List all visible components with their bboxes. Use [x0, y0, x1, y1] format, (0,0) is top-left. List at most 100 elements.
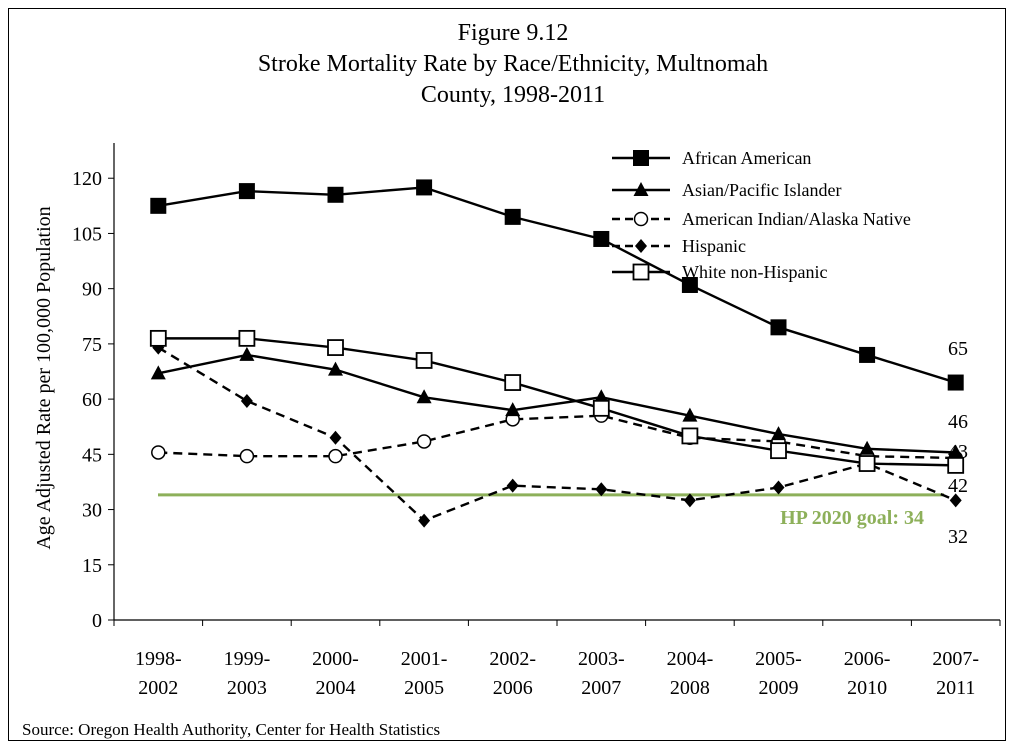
goal-label: HP 2020 goal: 34 — [780, 507, 924, 529]
x-tick-label: 2005 — [404, 677, 444, 699]
data-point — [505, 402, 521, 417]
series-lines — [149, 179, 965, 528]
series-line — [158, 186, 957, 384]
series-line — [157, 346, 957, 522]
series-line — [158, 414, 956, 460]
data-point — [595, 482, 608, 497]
data-point — [328, 361, 343, 376]
series-african-american — [150, 179, 964, 391]
data-point — [949, 493, 962, 508]
legend-label: American Indian/Alaska Native — [682, 209, 911, 229]
legend-marker — [635, 239, 647, 253]
chart-title: Figure 9.12 Stroke Mortality Rate by Rac… — [258, 20, 768, 108]
chart-title-line-2: Stroke Mortality Rate by Race/Ethnicity,… — [258, 51, 768, 77]
data-point — [506, 478, 519, 493]
data-point — [416, 389, 432, 404]
x-tick-label: 2010 — [847, 677, 887, 699]
data-point — [771, 426, 786, 441]
x-tick-label: 2002- — [489, 648, 536, 670]
series-asian-pacific-islander — [150, 346, 964, 459]
legend-item-american-indian-alaska-native: American Indian/Alaska Native — [612, 209, 911, 229]
data-point — [239, 346, 255, 361]
data-point — [415, 352, 433, 369]
end-value-label: 43 — [948, 441, 968, 463]
legend-label: Asian/Pacific Islander — [682, 180, 841, 200]
legend-item-african-american: African American — [612, 148, 811, 168]
data-point — [151, 445, 166, 460]
series-american-indian-alaska-native — [151, 408, 963, 466]
data-point — [947, 456, 965, 474]
data-point — [327, 186, 344, 203]
data-point — [681, 427, 699, 445]
x-tick-label: 2006 — [493, 677, 533, 699]
data-point — [416, 434, 432, 449]
end-labels: 65 46 43 32 42 — [948, 338, 968, 548]
y-tick-label: 75 — [82, 334, 102, 356]
data-point — [859, 346, 876, 363]
data-point — [418, 513, 431, 528]
legend-item-white-non-hispanic: White non-Hispanic — [612, 262, 827, 282]
y-tick-label: 45 — [82, 444, 102, 466]
data-point — [329, 430, 342, 445]
series-line — [158, 337, 956, 467]
x-tick-label: 2007 — [581, 677, 621, 699]
x-tick-label: 2000- — [312, 648, 359, 670]
y-tick-label: 105 — [72, 223, 102, 245]
x-tick-label: 2007- — [932, 648, 979, 670]
series-line — [158, 353, 956, 454]
data-point — [947, 374, 964, 391]
chart-title-line-1: Figure 9.12 — [458, 20, 569, 46]
data-point — [238, 183, 255, 200]
y-tick-label: 15 — [82, 555, 102, 577]
axes: 0 15 30 45 60 75 90 105 120 1998- 2002 1999- 2003 200… — [72, 143, 1001, 699]
source-note: Source: Oregon Health Authority, Center … — [22, 720, 440, 739]
legend-label: Hispanic — [682, 236, 746, 256]
data-point — [504, 374, 522, 391]
data-point — [416, 179, 433, 196]
legend-item-hispanic: Hispanic — [612, 236, 746, 256]
legend: African American Asian/Pacific Islander Am… — [612, 148, 911, 282]
data-point — [948, 444, 964, 459]
x-tick-label: 2004- — [667, 648, 714, 670]
data-point — [593, 389, 609, 404]
x-tick-label: 2004 — [316, 677, 356, 699]
data-point — [772, 480, 785, 495]
data-point — [240, 393, 253, 408]
series-white-non-hispanic — [149, 329, 965, 474]
y-tick-label: 90 — [82, 279, 102, 301]
x-tick-label: 2006- — [844, 648, 891, 670]
legend-marker — [632, 263, 650, 281]
chart-frame — [8, 8, 1006, 741]
x-tick-label: 2009 — [759, 677, 799, 699]
data-point — [858, 455, 876, 472]
goal-line-group: HP 2020 goal: 34 — [158, 493, 944, 529]
legend-marker — [633, 211, 649, 227]
end-value-label: 65 — [948, 338, 968, 360]
series-hispanic — [152, 340, 962, 528]
y-tick-label: 0 — [92, 610, 102, 632]
x-tick-label: 2002 — [138, 677, 178, 699]
x-tick-label: 2003 — [227, 677, 267, 699]
chart-title-line-3: County, 1998-2011 — [421, 82, 605, 108]
data-point — [504, 208, 521, 225]
data-point — [770, 442, 787, 460]
end-value-label: 42 — [948, 475, 968, 497]
x-tick-label: 1998- — [135, 648, 182, 670]
y-axis-label: Age Adjusted Rate per 100,000 Population — [33, 206, 55, 549]
x-tick-label: 2005- — [755, 648, 802, 670]
data-point — [593, 230, 610, 247]
data-point — [683, 493, 696, 508]
data-point — [681, 276, 698, 293]
legend-marker — [633, 150, 649, 166]
data-point — [327, 339, 344, 356]
x-tick-label: 2011 — [936, 677, 975, 699]
legend-item-asian-pacific-islander: Asian/Pacific Islander — [612, 180, 841, 200]
end-value-label: 46 — [948, 411, 968, 433]
legend-label: White non-Hispanic — [682, 262, 827, 282]
data-point — [150, 197, 167, 214]
data-point — [238, 329, 256, 347]
y-tick-label: 60 — [82, 389, 102, 411]
data-point — [150, 365, 166, 380]
data-point — [328, 448, 343, 464]
data-point — [592, 399, 610, 417]
